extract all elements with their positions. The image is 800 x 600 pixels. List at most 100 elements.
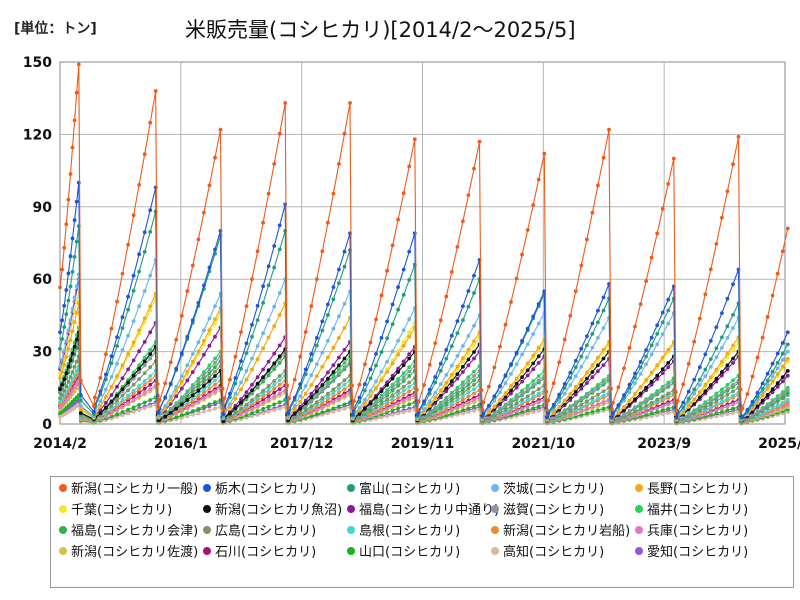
data-point bbox=[770, 406, 775, 410]
data-point bbox=[74, 359, 79, 364]
data-point bbox=[179, 374, 184, 378]
data-point bbox=[272, 351, 277, 356]
data-point bbox=[407, 278, 412, 282]
data-point bbox=[277, 406, 282, 411]
data-point bbox=[109, 326, 114, 331]
data-point bbox=[156, 410, 161, 415]
data-point bbox=[142, 152, 147, 157]
data-point bbox=[461, 384, 465, 388]
data-point bbox=[396, 366, 400, 371]
data-point bbox=[326, 370, 330, 375]
data-point bbox=[610, 407, 614, 412]
data-point bbox=[703, 382, 708, 387]
data-point bbox=[385, 393, 389, 398]
data-point bbox=[72, 218, 77, 223]
data-point bbox=[708, 402, 713, 407]
data-point bbox=[590, 404, 595, 409]
data-point bbox=[60, 318, 64, 323]
legend-label: 石川(コシヒカリ) bbox=[215, 545, 317, 560]
data-point bbox=[131, 394, 136, 399]
data-point bbox=[775, 360, 780, 365]
data-point bbox=[207, 408, 212, 413]
data-point bbox=[196, 388, 201, 393]
data-point bbox=[449, 363, 454, 368]
data-point bbox=[562, 391, 567, 396]
data-point bbox=[390, 373, 395, 378]
data-point bbox=[261, 367, 265, 372]
data-point bbox=[261, 284, 265, 289]
data-point bbox=[213, 382, 217, 387]
data-point bbox=[131, 273, 136, 278]
data-point bbox=[314, 393, 319, 398]
data-point bbox=[666, 382, 671, 387]
data-point bbox=[255, 303, 260, 308]
data-point bbox=[202, 410, 206, 414]
data-point bbox=[104, 394, 108, 399]
data-point bbox=[765, 386, 770, 391]
data-point bbox=[337, 355, 341, 360]
data-point bbox=[660, 394, 665, 399]
data-point bbox=[142, 340, 147, 344]
data-point bbox=[498, 397, 502, 402]
data-point bbox=[62, 363, 67, 367]
data-point bbox=[461, 359, 465, 364]
data-point bbox=[396, 349, 400, 354]
data-point bbox=[461, 370, 465, 374]
data-point bbox=[666, 308, 671, 313]
legend-marker bbox=[635, 526, 643, 534]
data-point bbox=[374, 352, 378, 356]
data-point bbox=[427, 399, 432, 404]
data-point bbox=[298, 406, 303, 411]
data-point bbox=[261, 301, 265, 305]
data-point bbox=[765, 393, 770, 397]
data-point bbox=[221, 407, 226, 412]
data-point bbox=[233, 411, 238, 415]
data-point bbox=[142, 359, 147, 364]
data-point bbox=[255, 403, 260, 408]
data-point bbox=[74, 284, 79, 288]
data-point bbox=[320, 405, 325, 409]
data-point bbox=[142, 316, 147, 321]
data-point bbox=[481, 400, 486, 405]
data-point bbox=[337, 386, 341, 391]
data-point bbox=[611, 411, 615, 415]
data-point bbox=[461, 344, 465, 348]
data-point bbox=[720, 406, 724, 411]
data-point bbox=[461, 390, 465, 395]
data-point bbox=[638, 402, 643, 407]
data-point bbox=[703, 412, 708, 417]
data-point bbox=[531, 406, 536, 411]
data-point bbox=[731, 313, 735, 317]
data-point bbox=[449, 411, 454, 416]
data-point bbox=[708, 383, 713, 387]
data-point bbox=[272, 383, 277, 387]
data-point bbox=[785, 398, 790, 402]
data-point bbox=[525, 361, 530, 366]
data-point bbox=[407, 334, 412, 339]
data-point bbox=[755, 410, 760, 415]
data-point bbox=[196, 394, 201, 399]
data-point bbox=[331, 410, 336, 414]
data-point bbox=[396, 396, 400, 400]
data-point bbox=[74, 382, 79, 386]
legend-item: 新潟(コシヒカリ魚沼) bbox=[203, 503, 342, 519]
data-point bbox=[142, 390, 147, 395]
data-point bbox=[357, 395, 362, 400]
data-point bbox=[455, 385, 460, 390]
data-point bbox=[390, 396, 395, 401]
data-point bbox=[207, 371, 212, 375]
data-point bbox=[58, 365, 62, 369]
data-point bbox=[261, 331, 265, 336]
data-point bbox=[126, 393, 130, 398]
data-point bbox=[686, 361, 691, 366]
data-point bbox=[487, 410, 491, 415]
data-point bbox=[720, 363, 724, 367]
data-point bbox=[785, 388, 790, 393]
data-point bbox=[407, 369, 412, 374]
data-point bbox=[309, 304, 314, 308]
data-point bbox=[765, 403, 770, 408]
data-point bbox=[390, 408, 395, 413]
data-point bbox=[449, 398, 454, 403]
data-point bbox=[655, 363, 660, 367]
data-point bbox=[514, 376, 519, 381]
